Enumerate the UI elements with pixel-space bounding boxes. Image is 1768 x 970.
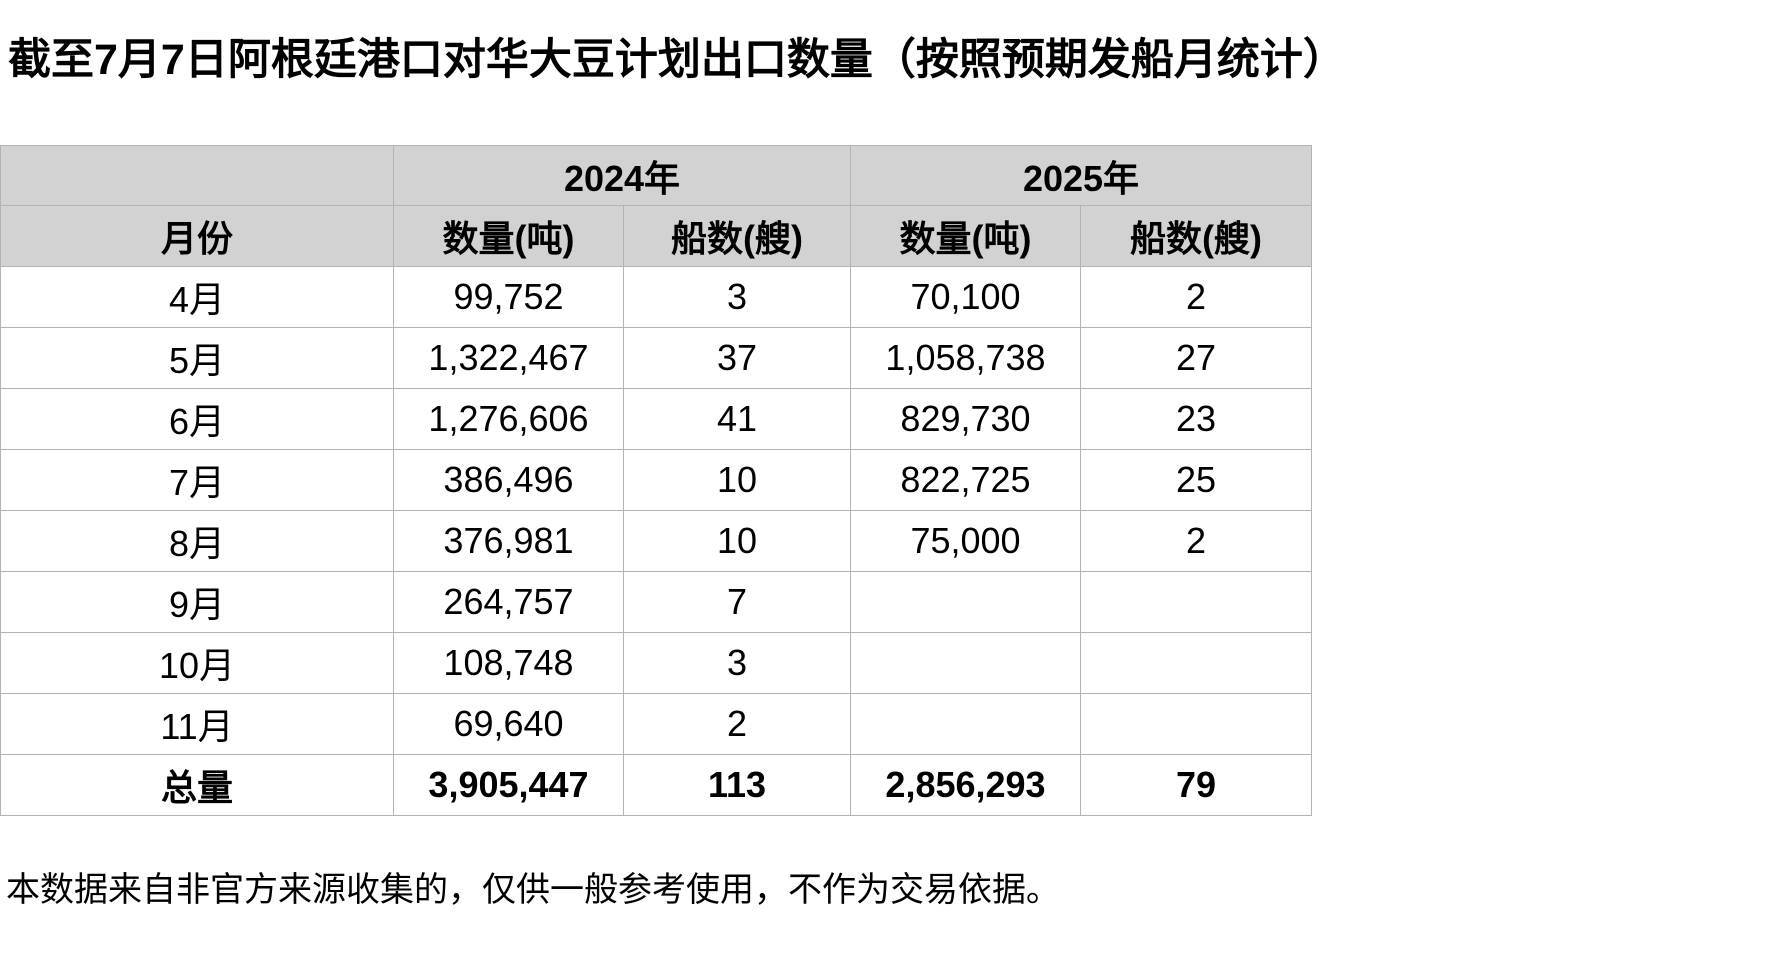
qty-2024-cell: 1,276,606 <box>393 388 624 450</box>
qty-2024-cell: 108,748 <box>393 632 624 694</box>
ships-2024-cell: 10 <box>623 510 851 572</box>
table-row: 11月 69,640 2 <box>0 693 1312 755</box>
table-row: 5月 1,322,467 37 1,058,738 27 <box>0 327 1312 389</box>
ships-2024-cell: 41 <box>623 388 851 450</box>
ships-2024-cell: 10 <box>623 449 851 511</box>
qty-2024-cell: 1,322,467 <box>393 327 624 389</box>
qty-2025-cell: 70,100 <box>850 266 1081 328</box>
ships-2025-cell <box>1080 693 1312 755</box>
qty-2024-cell: 69,640 <box>393 693 624 755</box>
table-row: 10月 108,748 3 <box>0 632 1312 694</box>
year-header-2024: 2024年 <box>393 145 851 206</box>
ships-2025-cell: 23 <box>1080 388 1312 450</box>
month-cell: 9月 <box>0 571 394 633</box>
month-cell: 4月 <box>0 266 394 328</box>
month-cell: 6月 <box>0 388 394 450</box>
ships-2024-cell: 3 <box>623 632 851 694</box>
col-header-qty-2024: 数量(吨) <box>393 205 624 267</box>
qty-2025-cell: 75,000 <box>850 510 1081 572</box>
year-header-2025: 2025年 <box>850 145 1312 206</box>
ships-2025-cell: 2 <box>1080 266 1312 328</box>
total-row: 总量 3,905,447 113 2,856,293 79 <box>0 754 1312 816</box>
ships-2024-cell: 7 <box>623 571 851 633</box>
year-header-row: 2024年 2025年 <box>0 145 1312 206</box>
table-row: 9月 264,757 7 <box>0 571 1312 633</box>
total-qty-2025-cell: 2,856,293 <box>850 754 1081 816</box>
month-cell: 8月 <box>0 510 394 572</box>
qty-2024-cell: 99,752 <box>393 266 624 328</box>
qty-2024-cell: 264,757 <box>393 571 624 633</box>
qty-2025-cell: 829,730 <box>850 388 1081 450</box>
ships-2025-cell <box>1080 571 1312 633</box>
qty-2025-cell <box>850 693 1081 755</box>
qty-2025-cell <box>850 632 1081 694</box>
table-row: 8月 376,981 10 75,000 2 <box>0 510 1312 572</box>
qty-2024-cell: 376,981 <box>393 510 624 572</box>
qty-2025-cell: 1,058,738 <box>850 327 1081 389</box>
total-ships-2024-cell: 113 <box>623 754 851 816</box>
ships-2024-cell: 3 <box>623 266 851 328</box>
corner-empty-cell <box>0 145 394 206</box>
total-qty-2024-cell: 3,905,447 <box>393 754 624 816</box>
table-row: 7月 386,496 10 822,725 25 <box>0 449 1312 511</box>
qty-2025-cell <box>850 571 1081 633</box>
soybean-export-table: 2024年 2025年 月份 数量(吨) 船数(艘) 数量(吨) 船数(艘) 4… <box>0 145 1312 816</box>
col-header-ships-2025: 船数(艘) <box>1080 205 1312 267</box>
month-cell: 11月 <box>0 693 394 755</box>
qty-2025-cell: 822,725 <box>850 449 1081 511</box>
month-cell: 5月 <box>0 327 394 389</box>
col-header-month: 月份 <box>0 205 394 267</box>
table-row: 6月 1,276,606 41 829,730 23 <box>0 388 1312 450</box>
table-row: 4月 99,752 3 70,100 2 <box>0 266 1312 328</box>
ships-2025-cell: 2 <box>1080 510 1312 572</box>
ships-2025-cell <box>1080 632 1312 694</box>
qty-2024-cell: 386,496 <box>393 449 624 511</box>
ships-2025-cell: 25 <box>1080 449 1312 511</box>
col-header-qty-2025: 数量(吨) <box>850 205 1081 267</box>
ships-2024-cell: 2 <box>623 693 851 755</box>
ships-2025-cell: 27 <box>1080 327 1312 389</box>
ships-2024-cell: 37 <box>623 327 851 389</box>
disclaimer-footnote: 本数据来自非官方来源收集的，仅供一般参考使用，不作为交易依据。 <box>6 871 1060 909</box>
col-header-ships-2024: 船数(艘) <box>623 205 851 267</box>
total-label-cell: 总量 <box>0 754 394 816</box>
column-header-row: 月份 数量(吨) 船数(艘) 数量(吨) 船数(艘) <box>0 205 1312 267</box>
month-cell: 7月 <box>0 449 394 511</box>
month-cell: 10月 <box>0 632 394 694</box>
page-title: 截至7月7日阿根廷港口对华大豆计划出口数量（按照预期发船月统计） <box>8 36 1346 84</box>
total-ships-2025-cell: 79 <box>1080 754 1312 816</box>
